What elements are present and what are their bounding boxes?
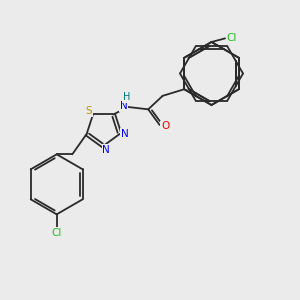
Text: Cl: Cl [52, 228, 62, 238]
Text: N: N [120, 101, 128, 111]
Text: Cl: Cl [226, 33, 237, 43]
Text: H: H [123, 92, 130, 102]
Text: N: N [121, 129, 128, 139]
Text: O: O [161, 122, 169, 131]
Text: N: N [102, 145, 110, 154]
Text: S: S [85, 106, 92, 116]
